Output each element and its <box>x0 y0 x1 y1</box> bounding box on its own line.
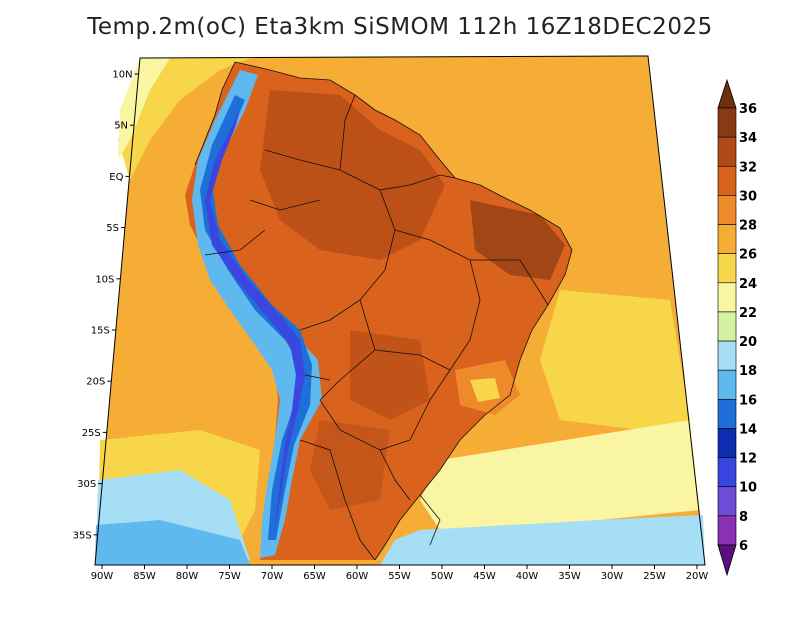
colorbar-segment <box>717 224 737 254</box>
colorbar-segment <box>717 136 737 167</box>
ocean-southwest-band <box>95 520 250 565</box>
lon-label: 60W <box>346 571 369 582</box>
colorbar-segment <box>717 399 737 429</box>
colorbar-segment <box>717 457 737 488</box>
colorbar-label: 8 <box>739 510 748 525</box>
colorbar-segment <box>717 253 737 284</box>
ocean-northwest-cooler <box>118 58 170 160</box>
colorbar-label: 14 <box>739 422 757 437</box>
map-domain <box>94 55 706 566</box>
colorbar-bottom-arrow <box>717 544 737 577</box>
lon-label: 55W <box>388 571 411 582</box>
colorbar-label: 30 <box>739 189 757 204</box>
colorbar-segment <box>717 486 737 517</box>
land-hot-amazon <box>260 90 445 260</box>
lon-label: 65W <box>303 571 326 582</box>
country-borders <box>194 61 573 561</box>
colorbar-segment <box>717 107 737 138</box>
lat-label: 15S <box>91 326 110 337</box>
land-hot-central <box>350 330 430 420</box>
colorbar-label: 16 <box>739 393 757 408</box>
lon-label: 40W <box>516 571 539 582</box>
lon-label: 45W <box>473 571 496 582</box>
lon-label: 25W <box>643 571 666 582</box>
ocean-southeast-cool <box>420 420 700 530</box>
lon-label: 75W <box>218 571 241 582</box>
latitude-axis: 10N 5N EQ 5S 10S 15S 20S 25S 30S 35S <box>73 70 139 541</box>
lon-label: 90W <box>91 571 114 582</box>
map-frame <box>94 55 706 566</box>
colorbar-segment <box>717 515 737 546</box>
lat-label: 35S <box>73 530 92 541</box>
colorbar-label: 32 <box>739 160 757 175</box>
colorbar-segment <box>717 311 737 342</box>
colorbar-label: 24 <box>739 277 757 292</box>
lon-label: 50W <box>431 571 454 582</box>
map-title: Temp.2m(oC) Eta3km SiSMOM 112h 16Z18DEC2… <box>87 14 713 40</box>
colorbar-segment <box>717 282 737 313</box>
lon-label: 85W <box>133 571 156 582</box>
colorbar-label: 22 <box>739 306 757 321</box>
colorbar-label: 34 <box>739 131 757 146</box>
ocean-south-cold <box>380 515 705 565</box>
colorbar-label: 28 <box>739 219 757 234</box>
colorbar-segment <box>717 369 737 400</box>
colorbar-label: 20 <box>739 335 757 350</box>
colorbar-label: 36 <box>739 102 757 117</box>
lat-label: 25S <box>82 428 101 439</box>
land-cool-highlands <box>470 378 500 402</box>
lat-label: 20S <box>86 377 105 388</box>
colorbar-top-arrow <box>717 78 737 109</box>
lon-label: 70W <box>261 571 284 582</box>
lon-label: 30W <box>601 571 624 582</box>
ocean-east-band <box>540 290 690 430</box>
lat-label: 10N <box>112 70 132 81</box>
longitude-axis: 90W 85W 80W 75W 70W 65W 60W 55W 50W 45W 40W 35W 30W 2… <box>91 565 709 582</box>
lat-label: 10S <box>95 274 114 285</box>
lat-label: EQ <box>109 172 123 183</box>
lat-label: 30S <box>77 479 96 490</box>
colorbar-label: 26 <box>739 248 757 263</box>
lat-label: 5N <box>114 121 128 132</box>
colorbar-segment <box>717 428 737 458</box>
colorbar-label: 6 <box>739 539 748 554</box>
colorbar-segment <box>717 195 737 225</box>
colorbar-label: 10 <box>739 481 757 496</box>
land-hot-chaco <box>310 420 390 510</box>
colorbar-label: 18 <box>739 364 757 379</box>
lat-label: 5S <box>106 223 119 234</box>
lon-label: 80W <box>176 571 199 582</box>
colorbar-segment <box>717 165 737 196</box>
ocean-north-cool <box>118 58 250 180</box>
colorbar-segment <box>717 340 737 371</box>
colorbar-label: 12 <box>739 452 757 467</box>
lon-label: 20W <box>686 571 709 582</box>
lon-label: 35W <box>558 571 581 582</box>
colorbar: 36 34 32 30 28 26 24 22 20 18 16 14 12 10 8 6 <box>717 78 757 577</box>
